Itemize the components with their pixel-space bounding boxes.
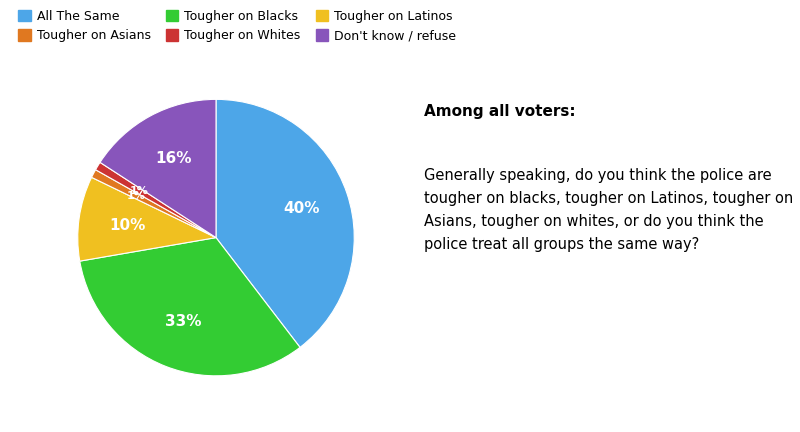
- Text: 1%: 1%: [130, 186, 149, 196]
- Wedge shape: [78, 178, 216, 261]
- Wedge shape: [216, 99, 354, 347]
- Text: Generally speaking, do you think the police are
tougher on blacks, tougher on La: Generally speaking, do you think the pol…: [424, 168, 794, 252]
- Wedge shape: [80, 238, 300, 376]
- Legend: All The Same, Tougher on Asians, Tougher on Blacks, Tougher on Whites, Tougher o: All The Same, Tougher on Asians, Tougher…: [14, 6, 460, 46]
- Text: 40%: 40%: [283, 201, 319, 216]
- Text: Among all voters:: Among all voters:: [424, 104, 576, 119]
- Text: 10%: 10%: [109, 218, 146, 232]
- Text: 33%: 33%: [165, 314, 202, 329]
- Text: 1%: 1%: [127, 191, 146, 201]
- Wedge shape: [95, 162, 216, 238]
- Text: 16%: 16%: [155, 151, 191, 166]
- Wedge shape: [100, 99, 216, 238]
- Wedge shape: [91, 170, 216, 238]
